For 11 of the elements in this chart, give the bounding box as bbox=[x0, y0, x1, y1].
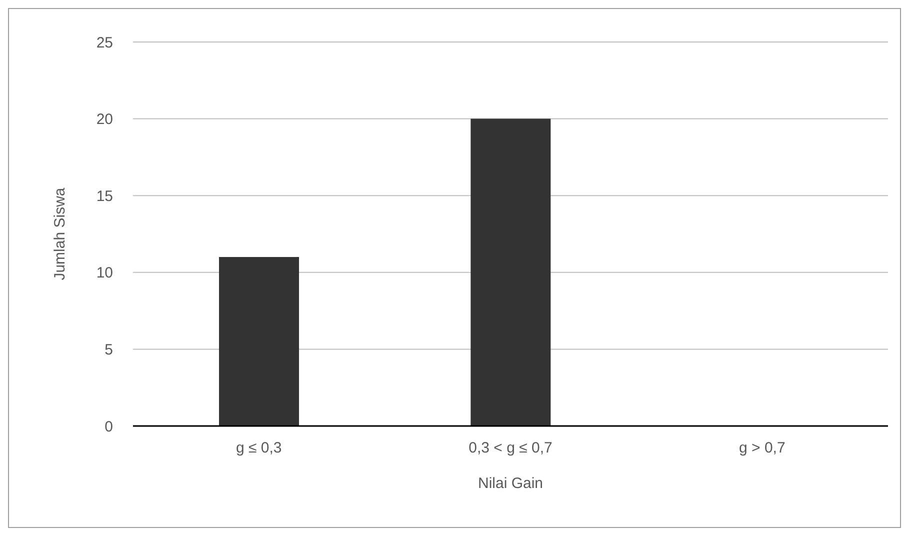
y-tick-label: 20 bbox=[96, 111, 113, 128]
x-tick-label: g > 0,7 bbox=[739, 440, 786, 457]
y-axis-title: Jumlah Siswa bbox=[51, 187, 68, 280]
y-tick-label: 25 bbox=[96, 34, 113, 52]
x-tick-label: 0,3 < g ≤ 0,7 bbox=[468, 440, 552, 457]
y-tick-label: 15 bbox=[96, 188, 113, 205]
y-tick-label: 5 bbox=[104, 342, 113, 359]
y-tick-label: 10 bbox=[96, 264, 113, 282]
x-tick-label: g ≤ 0,3 bbox=[236, 440, 282, 457]
y-tick-label: 0 bbox=[104, 418, 113, 436]
x-axis-title: Nilai Gain bbox=[478, 475, 544, 492]
